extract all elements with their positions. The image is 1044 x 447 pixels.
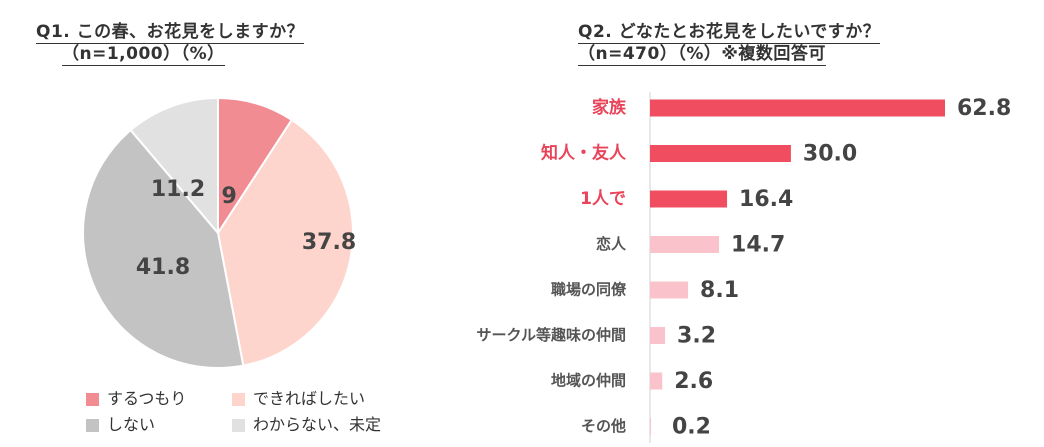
pie-slice-value-label: 11.2 [151, 177, 205, 202]
pie-chart-title-line2: （n=1,000）（%） [62, 44, 225, 66]
legend-item: できればしたい [232, 389, 402, 409]
bar-category-label: サークル等趣味の仲間 [476, 326, 626, 344]
pie-slice [217, 96, 294, 237]
legend-label: わからない、未定 [253, 415, 382, 434]
legend-item: わからない、未定 [232, 415, 402, 435]
bar-value-label: 62.8 [957, 96, 1011, 121]
bar [650, 418, 651, 435]
bar-category-label: 1人で [580, 189, 626, 209]
legend-swatch [86, 392, 99, 406]
legend-label: しない [107, 415, 156, 434]
pie-slice [129, 96, 219, 236]
pie-chart: 9.237.841.811.2 [82, 96, 356, 369]
bar-value-label: 30.0 [803, 142, 857, 167]
legend-label: できればしたい [253, 389, 366, 408]
legend-swatch [232, 418, 245, 432]
bar-category-label: 職場の同僚 [551, 281, 627, 299]
pie-slice [82, 128, 245, 369]
bar-chart-title-line2: （n=470）（%）※複数回答可 [578, 44, 826, 66]
bar-category-label: その他 [581, 417, 626, 435]
bar [650, 327, 666, 344]
pie-chart-title: Q1. この春、お花見をしますか？ （n=1,000）（%） [36, 22, 305, 66]
pie-slice-value-label: 37.8 [302, 230, 356, 255]
bar [650, 236, 720, 253]
bar [650, 281, 689, 299]
bar [650, 145, 791, 162]
bar-value-label: 0.2 [672, 415, 711, 440]
legend-item: しない [86, 415, 232, 435]
pie-slice-value-label: 41.8 [136, 255, 190, 280]
bar [650, 99, 945, 117]
bar-category-label: 恋人 [596, 235, 627, 253]
bar-value-label: 14.7 [731, 233, 785, 258]
bar-value-label: 8.1 [700, 278, 739, 303]
bar-value-label: 2.6 [674, 369, 713, 394]
legend-label: するつもり [107, 389, 187, 408]
bar-category-label: 家族 [592, 97, 627, 118]
legend-item: するつもり [86, 389, 232, 409]
bar-category-label: 地域の仲間 [551, 372, 626, 390]
legend-swatch [232, 392, 245, 406]
bar-category-label: 知人・友人 [540, 143, 627, 164]
bar [650, 190, 728, 208]
bar-chart-title: Q2. どなたとお花見をしたいですか？ （n=470）（%）※複数回答可 [578, 22, 881, 66]
bar [650, 372, 663, 390]
pie-legend: するつもり できればしたい しない わからない、未定 [86, 389, 416, 435]
bar-value-label: 16.4 [739, 187, 793, 212]
legend-swatch [86, 418, 99, 432]
bar-value-label: 3.2 [677, 324, 716, 349]
pie-slice [216, 118, 354, 367]
bar-chart: 家族 62.8 知人・友人 30.0 1人で 16.4 恋人 14.7 職場の同僚 8.1 サークル… [476, 96, 1011, 440]
